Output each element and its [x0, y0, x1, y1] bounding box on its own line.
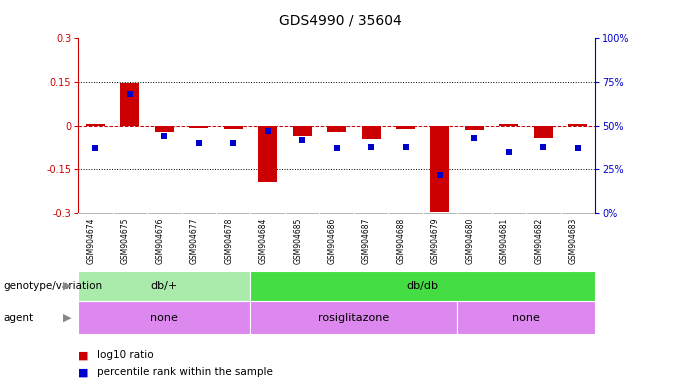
Bar [292, 126, 311, 136]
Text: GSM904676: GSM904676 [155, 218, 165, 264]
Point [469, 135, 480, 141]
Bar [465, 126, 484, 130]
Bar [568, 124, 588, 126]
Text: GSM904686: GSM904686 [328, 218, 337, 264]
Text: db/+: db/+ [151, 281, 178, 291]
Bar [362, 126, 381, 139]
Text: GSM904683: GSM904683 [568, 218, 578, 264]
Text: none: none [150, 313, 178, 323]
Point [262, 128, 273, 134]
Bar [430, 126, 449, 212]
Bar [250, 301, 457, 334]
Bar [499, 124, 518, 126]
Text: GSM904684: GSM904684 [258, 218, 268, 264]
Point [435, 172, 445, 178]
Text: agent: agent [3, 313, 33, 323]
Bar [250, 271, 595, 301]
Text: GSM904674: GSM904674 [86, 218, 95, 264]
Bar [534, 126, 553, 138]
Text: GSM904679: GSM904679 [431, 218, 440, 264]
Bar [120, 83, 139, 126]
Bar [327, 126, 346, 132]
Text: none: none [512, 313, 540, 323]
Text: rosiglitazone: rosiglitazone [318, 313, 390, 323]
Bar [155, 126, 174, 132]
Bar [457, 301, 595, 334]
Bar [189, 126, 208, 128]
Text: ▶: ▶ [63, 281, 71, 291]
Point [124, 91, 135, 98]
Point [228, 140, 239, 146]
Point [573, 146, 583, 152]
Point [159, 133, 170, 139]
Text: GSM904682: GSM904682 [534, 218, 543, 264]
Text: GDS4990 / 35604: GDS4990 / 35604 [279, 13, 401, 27]
Point [331, 146, 342, 152]
Point [90, 146, 101, 152]
Text: GSM904688: GSM904688 [396, 218, 405, 264]
Text: percentile rank within the sample: percentile rank within the sample [97, 367, 273, 377]
Text: GSM904680: GSM904680 [465, 218, 475, 264]
Point [296, 137, 307, 143]
Point [538, 144, 549, 150]
Bar [78, 301, 250, 334]
Text: GSM904685: GSM904685 [293, 218, 302, 264]
Text: ▶: ▶ [63, 313, 71, 323]
Text: GSM904677: GSM904677 [190, 218, 199, 264]
Text: genotype/variation: genotype/variation [3, 281, 103, 291]
Bar [224, 126, 243, 129]
Text: db/db: db/db [407, 281, 439, 291]
Text: GSM904687: GSM904687 [362, 218, 371, 264]
Text: GSM904675: GSM904675 [121, 218, 130, 264]
Text: GSM904678: GSM904678 [224, 218, 233, 264]
Bar [86, 124, 105, 126]
Point [400, 144, 411, 150]
Point [366, 144, 377, 150]
Bar [396, 126, 415, 129]
Point [193, 140, 204, 146]
Point [503, 149, 514, 155]
Bar [78, 271, 250, 301]
Bar [258, 126, 277, 182]
Text: log10 ratio: log10 ratio [97, 350, 154, 360]
Text: ■: ■ [78, 350, 88, 360]
Text: ■: ■ [78, 367, 88, 377]
Text: GSM904681: GSM904681 [500, 218, 509, 264]
